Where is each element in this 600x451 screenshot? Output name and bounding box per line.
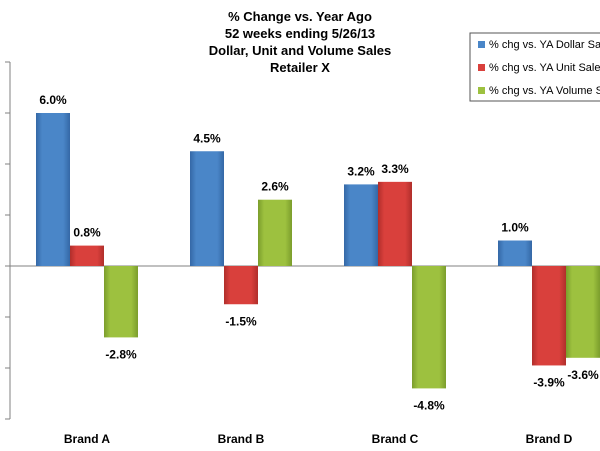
bar-brand-b-series-2 xyxy=(224,266,258,305)
data-label: 3.2% xyxy=(347,164,375,178)
bar-brand-a-series-2 xyxy=(70,245,104,266)
category-label: Brand A xyxy=(64,432,111,446)
legend-swatch-volume xyxy=(478,87,485,94)
data-label: 3.3% xyxy=(381,162,409,176)
data-labels-layer: 6.0% 0.8% -2.8% 4.5% -1.5% 2.6% 3.2% 3.3% -4.8% 1… xyxy=(39,93,599,412)
data-label: -2.8% xyxy=(105,347,137,361)
data-label: 2.6% xyxy=(261,180,289,194)
data-label: -1.5% xyxy=(225,314,257,328)
bar-brand-a-series-1 xyxy=(36,113,70,266)
bar-brand-c-series-1 xyxy=(344,184,378,266)
legend-label-dollar: % chg vs. YA Dollar Sales xyxy=(489,39,600,51)
legend: % chg vs. YA Dollar Sales % chg vs. YA U… xyxy=(469,32,600,102)
chart-title-line-3: Dollar, Unit and Volume Sales xyxy=(209,43,392,58)
chart-title-line-1: % Change vs. Year Ago xyxy=(228,9,372,24)
data-label: 0.8% xyxy=(73,226,101,240)
legend-label-volume: % chg vs. YA Volume Sales xyxy=(489,85,600,97)
category-label: Brand D xyxy=(526,432,573,446)
bars-layer xyxy=(36,113,600,389)
data-label: 6.0% xyxy=(39,93,67,107)
bar-brand-c-series-2 xyxy=(378,181,412,266)
legend-swatch-dollar xyxy=(478,41,485,48)
bar-brand-a-series-3 xyxy=(104,266,138,338)
bar-brand-d-series-1 xyxy=(498,240,532,266)
legend-box xyxy=(469,32,600,102)
category-label: Brand B xyxy=(218,432,265,446)
data-label: -4.8% xyxy=(413,398,445,412)
chart-title: % Change vs. Year Ago 52 weeks ending 5/… xyxy=(209,9,392,75)
bar-brand-b-series-1 xyxy=(190,151,224,266)
category-labels-layer: Brand A Brand B Brand C Brand D xyxy=(64,432,573,446)
data-label: 4.5% xyxy=(193,131,221,145)
data-label: 1.0% xyxy=(501,221,529,235)
legend-label-unit: % chg vs. YA Unit Sales xyxy=(489,62,600,74)
data-label: -3.9% xyxy=(533,375,565,389)
bar-brand-d-series-3 xyxy=(566,266,600,358)
bar-brand-c-series-3 xyxy=(412,266,446,389)
legend-swatch-unit xyxy=(478,64,485,71)
category-label: Brand C xyxy=(372,432,419,446)
bar-brand-d-series-2 xyxy=(532,266,566,366)
chart-title-line-4: Retailer X xyxy=(270,60,330,75)
chart-title-line-2: 52 weeks ending 5/26/13 xyxy=(225,26,375,41)
data-label: -3.6% xyxy=(567,368,599,382)
bar-brand-b-series-3 xyxy=(258,199,292,266)
